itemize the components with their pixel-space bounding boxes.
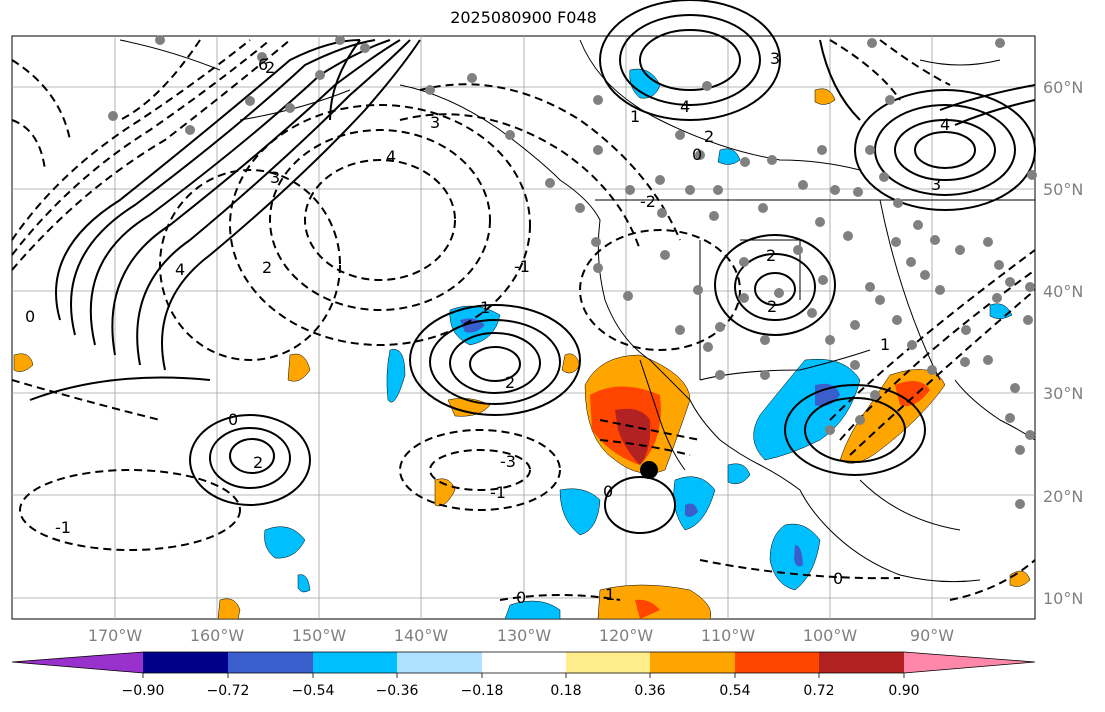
contour-label: 0 xyxy=(833,569,843,588)
colorbar-segment xyxy=(228,652,313,673)
colorbar-tick-label: 0.18 xyxy=(550,683,582,699)
lat-label: 60°N xyxy=(1043,78,1084,97)
colorbar-tick-label: 0.54 xyxy=(719,683,751,699)
dashed-contours xyxy=(11,39,1036,601)
colorbar-segment xyxy=(313,652,397,673)
contour-label: -1 xyxy=(55,518,71,537)
colorbar-segment xyxy=(650,652,735,673)
contour-label: -2 xyxy=(640,192,656,211)
map-panel xyxy=(11,0,1037,620)
contour-label: -1 xyxy=(490,483,506,502)
contour-label: 0 xyxy=(228,410,238,429)
contour-label: 6 xyxy=(258,55,268,74)
lat-label: 50°N xyxy=(1043,180,1084,199)
contour-label: 2 xyxy=(265,58,275,77)
contour-label: 2 xyxy=(766,246,776,265)
contour-label: 1 xyxy=(480,298,490,317)
colorbar-segment xyxy=(397,652,482,673)
contour-label: 4 xyxy=(175,260,185,279)
marker-dot xyxy=(640,461,658,479)
colorbar-tick-label: −0.18 xyxy=(460,683,504,699)
contour-label: 4 xyxy=(386,147,396,166)
lon-label: 170°W xyxy=(87,626,143,645)
lon-label: 140°W xyxy=(393,626,449,645)
contour-label: 4 xyxy=(940,115,950,134)
colorbar-segment xyxy=(735,652,819,673)
lat-label: 10°N xyxy=(1043,589,1084,608)
colorbar-segment xyxy=(143,652,228,673)
lon-label: 110°W xyxy=(700,626,756,645)
colorbar-tick-label: 0.72 xyxy=(803,683,835,699)
contour-label: 3 xyxy=(770,49,780,68)
contour-label: 3 xyxy=(430,113,440,132)
map-title: 2025080900 F048 xyxy=(450,8,597,27)
lon-label: 90°W xyxy=(909,626,955,645)
colorbar-tick-label: −0.72 xyxy=(206,683,250,699)
contour-labels: 2 4 3 6 0 1 -1 2 3 4 0 2 -1 2 4 2 1 0 -3… xyxy=(25,49,950,607)
contour-label: 1 xyxy=(630,107,640,126)
contour-label: 0 xyxy=(603,482,613,501)
colorbar-tick-label: 0.36 xyxy=(634,683,666,699)
colorbar-tick-label: −0.36 xyxy=(375,683,419,699)
contour-label: 2 xyxy=(262,258,272,277)
colorbar-segment xyxy=(819,652,904,673)
contour-label: 2 xyxy=(767,297,777,316)
colorbar-tick-label: 0.90 xyxy=(888,683,920,699)
station-dots xyxy=(108,35,1037,509)
contour-label: 4 xyxy=(680,97,690,116)
colorbar-segment xyxy=(12,652,143,673)
contour-label: -3 xyxy=(500,452,516,471)
contour-label: 1 xyxy=(880,335,890,354)
contour-label: 1 xyxy=(605,585,615,604)
contour-label: 0 xyxy=(692,145,702,164)
lon-label: 100°W xyxy=(802,626,858,645)
lon-label: 130°W xyxy=(496,626,552,645)
colorbar-segment xyxy=(566,652,650,673)
colorbar-segment xyxy=(482,652,566,673)
lat-label: 20°N xyxy=(1043,487,1084,506)
colorbar xyxy=(11,651,1036,678)
contour-label: 2 xyxy=(505,373,515,392)
colorbar-tick-label: −0.90 xyxy=(121,683,165,699)
contour-label: 0 xyxy=(516,588,526,607)
contour-label: 3 xyxy=(931,175,941,194)
contour-label: -1 xyxy=(514,257,530,276)
lon-label: 160°W xyxy=(189,626,245,645)
lon-label: 150°W xyxy=(291,626,347,645)
lon-label: 120°W xyxy=(598,626,654,645)
contour-label: 3 xyxy=(270,168,280,187)
contour-label: 0 xyxy=(25,307,35,326)
lat-label: 30°N xyxy=(1043,384,1084,403)
lat-label: 40°N xyxy=(1043,282,1084,301)
contour-label: 2 xyxy=(704,127,714,146)
contour-label: 2 xyxy=(253,453,263,472)
colorbar-tick-label: −0.54 xyxy=(291,683,335,699)
colorbar-segment xyxy=(904,652,1035,673)
